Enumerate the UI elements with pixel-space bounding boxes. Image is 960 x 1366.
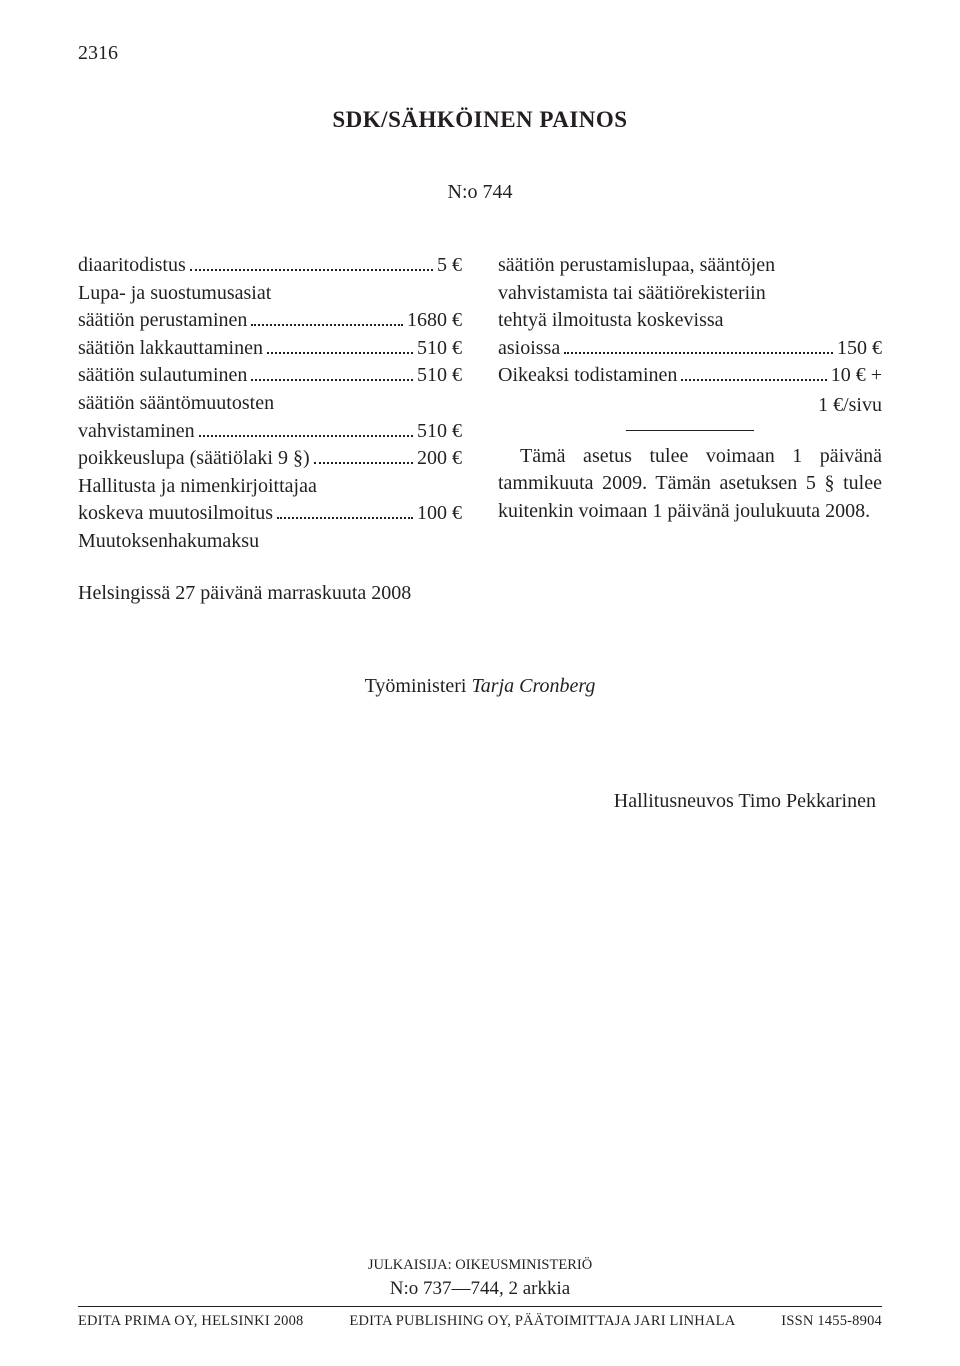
fee-value: 5 €	[437, 252, 462, 280]
fee-label: poikkeuslupa (säätiölaki 9 §)	[78, 445, 310, 473]
para-line: vahvistamista tai säätiörekisteriin	[498, 280, 882, 308]
footer-right: ISSN 1455-8904	[781, 1313, 882, 1330]
sub-heading: N:o 744	[78, 181, 882, 204]
divider-short	[626, 430, 754, 431]
fee-label: diaaritodistus	[78, 252, 186, 280]
fee-row-diaaritodistus: diaaritodistus 5 €	[78, 252, 462, 280]
para-line: säätiön perustamislupaa, sääntöjen	[498, 252, 882, 280]
fee-label-cont: Hallitusta ja nimenkirjoittajaa	[78, 473, 462, 501]
fee-label-cont: säätiön sääntömuutosten	[78, 390, 462, 418]
fee-row-lakkauttaminen: säätiön lakkauttaminen 510 €	[78, 335, 462, 363]
fee-row-muutosilmoitus: koskeva muutosilmoitus 100 €	[78, 500, 462, 528]
advisor-signature: Hallitusneuvos Timo Pekkarinen	[78, 790, 882, 813]
leader-dots	[681, 365, 826, 381]
section-label-lupaja: Lupa- ja suostumusasiat	[78, 280, 462, 308]
leader-dots	[564, 338, 833, 354]
footer-row: EDITA PRIMA OY, HELSINKI 2008 EDITA PUBL…	[78, 1313, 882, 1330]
fee-value: 1680 €	[407, 307, 462, 335]
fee-value: 510 €	[417, 418, 462, 446]
leader-dots	[277, 503, 413, 519]
footer-rule	[78, 1306, 882, 1307]
fee-row-sulautuminen: säätiön sulautuminen 510 €	[78, 362, 462, 390]
fee-label: asioissa	[498, 335, 560, 363]
fee-value: 100 €	[417, 500, 462, 528]
fee-row-perustaminen: säätiön perustaminen 1680 €	[78, 307, 462, 335]
leader-dots	[267, 338, 413, 354]
fee-row-oikeaksi: Oikeaksi todistaminen 10 € +	[498, 362, 882, 390]
two-column-layout: diaaritodistus 5 € Lupa- ja suostumusasi…	[78, 252, 882, 607]
leader-dots	[199, 421, 413, 437]
per-page-fee: 1 €/sivu	[498, 392, 882, 420]
footer-sheet: N:o 737—744, 2 arkkia	[78, 1278, 882, 1300]
left-column: diaaritodistus 5 € Lupa- ja suostumusasi…	[78, 252, 462, 607]
fee-row-poikkeuslupa: poikkeuslupa (säätiölaki 9 §) 200 €	[78, 445, 462, 473]
minister-name: Tarja Cronberg	[472, 675, 596, 697]
leader-dots	[251, 310, 403, 326]
label-muutoksenhaku: Muutoksenhakumaksu	[78, 528, 462, 556]
page-footer: JULKAISIJA: OIKEUSMINISTERIÖ N:o 737—744…	[0, 1257, 960, 1330]
footer-publisher: JULKAISIJA: OIKEUSMINISTERIÖ	[78, 1257, 882, 1274]
minister-signature: Työministeri Tarja Cronberg	[78, 675, 882, 698]
fee-row-asioissa: asioissa 150 €	[498, 335, 882, 363]
leader-dots	[251, 365, 413, 381]
fee-row-vahvistaminen: vahvistaminen 510 €	[78, 418, 462, 446]
dateline: Helsingissä 27 päivänä marraskuuta 2008	[78, 580, 462, 608]
footer-center: EDITA PUBLISHING OY, PÄÄTOIMITTAJA JARI …	[349, 1313, 735, 1330]
fee-label: säätiön perustaminen	[78, 307, 247, 335]
fee-value: 200 €	[417, 445, 462, 473]
fee-label: säätiön lakkauttaminen	[78, 335, 263, 363]
main-heading: SDK/SÄHKÖINEN PAINOS	[78, 107, 882, 133]
fee-value: 150 €	[837, 335, 882, 363]
fee-value: 510 €	[417, 362, 462, 390]
body-paragraph: Tämä asetus tulee voimaan 1 päivänä tamm…	[498, 443, 882, 526]
right-column: säätiön perustamislupaa, sääntöjen vahvi…	[498, 252, 882, 525]
fee-label: vahvistaminen	[78, 418, 195, 446]
page-number: 2316	[78, 42, 882, 65]
fee-value: 10 € +	[831, 362, 882, 390]
minister-title: Työministeri	[365, 675, 472, 697]
fee-label: säätiön sulautuminen	[78, 362, 247, 390]
footer-left: EDITA PRIMA OY, HELSINKI 2008	[78, 1313, 304, 1330]
fee-label: Oikeaksi todistaminen	[498, 362, 677, 390]
leader-dots	[314, 448, 413, 464]
page: 2316 SDK/SÄHKÖINEN PAINOS N:o 744 diaari…	[0, 0, 960, 1366]
para-line: tehtyä ilmoitusta koskevissa	[498, 307, 882, 335]
fee-value: 510 €	[417, 335, 462, 363]
fee-label: koskeva muutosilmoitus	[78, 500, 273, 528]
leader-dots	[190, 255, 433, 271]
